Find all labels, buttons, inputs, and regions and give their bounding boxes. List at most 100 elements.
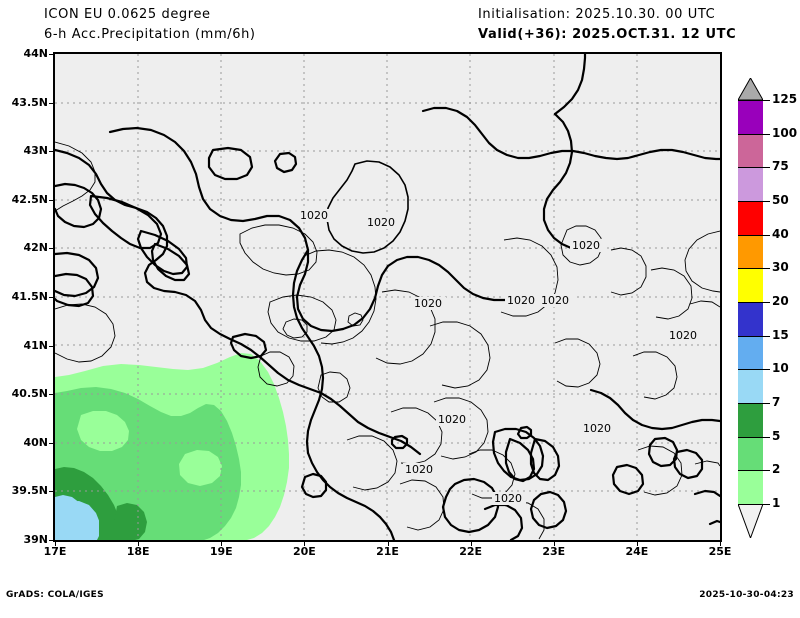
colorbar-tick xyxy=(763,403,770,404)
y-tick-mark xyxy=(49,394,53,395)
colorbar-band xyxy=(738,436,763,472)
x-tick-mark xyxy=(637,542,638,546)
x-tick-mark xyxy=(138,542,139,546)
y-tick-label: 40.5N xyxy=(11,387,48,401)
y-tick-label: 43N xyxy=(23,144,48,158)
y-tick-label: 39N xyxy=(23,533,48,546)
x-tick-mark xyxy=(304,542,305,546)
contour-label: 1020 xyxy=(581,422,615,435)
colorbar-tick-label: 10 xyxy=(772,361,789,376)
contour-label: 1020 xyxy=(403,463,437,476)
colorbar-tick xyxy=(763,100,770,101)
y-tick-mark xyxy=(49,491,53,492)
render-timestamp: 2025-10-30-04:23 xyxy=(699,590,794,600)
colorbar-tick xyxy=(763,201,770,202)
valid-time: Valid(+36): 2025.OCT.31. 12 UTC xyxy=(478,27,737,42)
colorbar-tick xyxy=(763,336,770,337)
y-tick-label: 42N xyxy=(23,241,48,255)
field-title: 6-h Acc.Precipitation (mm/6h) xyxy=(44,27,256,42)
y-tick-label: 43.5N xyxy=(11,95,48,109)
y-tick-mark xyxy=(49,151,53,152)
colorbar-tick xyxy=(763,437,770,438)
colorbar-tick-label: 2 xyxy=(772,462,781,477)
y-tick-label: 41.5N xyxy=(11,290,48,303)
colorbar-tick-label: 5 xyxy=(772,428,781,443)
colorbar-tick-label: 100 xyxy=(772,125,798,140)
contour-label: 1020 xyxy=(492,492,526,505)
colorbar-band xyxy=(738,100,763,135)
colorbar-band xyxy=(738,302,763,337)
svg-text:1020: 1020 xyxy=(572,239,600,252)
colorbar-tick-label: 15 xyxy=(772,327,789,342)
colorbar-band xyxy=(738,201,763,236)
precip-band-7-10b xyxy=(63,501,100,540)
y-tick-mark xyxy=(49,297,53,298)
x-tick-label: 18E xyxy=(126,545,150,558)
colorbar-tick xyxy=(763,134,770,135)
initialisation-time: Initialisation: 2025.10.30. 00 UTC xyxy=(478,7,716,22)
colorbar-tick-label: 40 xyxy=(772,226,789,241)
triangle-up-icon xyxy=(738,78,763,100)
coastlines-borders xyxy=(55,54,720,540)
x-tick-mark xyxy=(55,542,56,546)
svg-text:1020: 1020 xyxy=(367,216,395,229)
x-tick-label: 22E xyxy=(459,545,483,558)
colorbar-tick xyxy=(763,167,770,168)
colorbar-band xyxy=(738,268,763,303)
x-tick-mark xyxy=(554,542,555,546)
model-title: ICON EU 0.0625 degree xyxy=(44,7,211,22)
contour-label: 1020 xyxy=(505,294,539,307)
y-tick-mark xyxy=(49,248,53,249)
x-tick-mark xyxy=(221,542,222,546)
contour-label: 1020 xyxy=(298,209,332,222)
x-tick-label: 21E xyxy=(376,545,399,558)
colorbar-band xyxy=(738,167,763,202)
y-tick-label: 42.5N xyxy=(11,192,48,206)
svg-text:1020: 1020 xyxy=(583,422,611,435)
y-tick-mark xyxy=(49,200,53,201)
colorbar-tick-label: 125 xyxy=(772,92,798,106)
colorbar-tick-label: 30 xyxy=(772,260,789,275)
colorbar-band xyxy=(738,234,763,270)
precipitation-shading xyxy=(55,353,289,540)
precip-band-5-7b xyxy=(113,503,147,540)
svg-text:1020: 1020 xyxy=(300,209,328,222)
contour-label: 1020 xyxy=(412,297,446,310)
x-tick-mark xyxy=(471,542,472,546)
svg-text:1020: 1020 xyxy=(414,297,442,310)
colorbar-band xyxy=(738,470,763,505)
colorbar-tick xyxy=(763,235,770,236)
colorbar-band xyxy=(738,369,763,404)
grads-credit: GrADS: COLA/IGES xyxy=(6,590,104,600)
colorbar-tick-label: 50 xyxy=(772,193,789,207)
colorbar-tick xyxy=(763,504,770,505)
map-plot-area: 1020 1020 1020 1020 1020 1020 1020 1020 xyxy=(53,52,722,542)
precip-lobe-light-2 xyxy=(179,450,222,486)
svg-text:1020: 1020 xyxy=(405,463,433,476)
colorbar-band xyxy=(738,133,763,169)
contour-label: 1020 xyxy=(365,216,399,229)
colorbar-tick xyxy=(763,302,770,303)
y-tick-mark xyxy=(49,54,53,55)
map-canvas: 1020 1020 1020 1020 1020 1020 1020 1020 xyxy=(55,54,720,540)
y-tick-mark xyxy=(49,443,53,444)
y-tick-label: 44N xyxy=(23,47,48,60)
x-tick-label: 20E xyxy=(292,545,316,558)
svg-text:1020: 1020 xyxy=(507,294,535,307)
y-tick-mark xyxy=(49,540,53,541)
contour-label: 1020 xyxy=(539,294,573,307)
x-tick-label: 17E xyxy=(43,545,67,558)
colorbar-band xyxy=(738,403,763,438)
colorbar-tick xyxy=(763,268,770,269)
svg-text:1020: 1020 xyxy=(669,329,697,342)
y-tick-label: 41N xyxy=(23,338,48,352)
x-tick-label: 24E xyxy=(625,545,649,558)
triangle-down-icon xyxy=(738,504,763,538)
y-tick-label: 40N xyxy=(23,435,48,449)
colorbar-tick-label: 75 xyxy=(772,159,789,174)
x-tick-mark xyxy=(720,542,721,546)
contour-label: 1020 xyxy=(436,413,470,426)
x-tick-label: 19E xyxy=(209,545,233,558)
colorbar-legend: 1 2 5 7 10 15 20 30 40 50 75 100 125 xyxy=(735,78,797,538)
precip-rim-dark xyxy=(99,516,119,540)
